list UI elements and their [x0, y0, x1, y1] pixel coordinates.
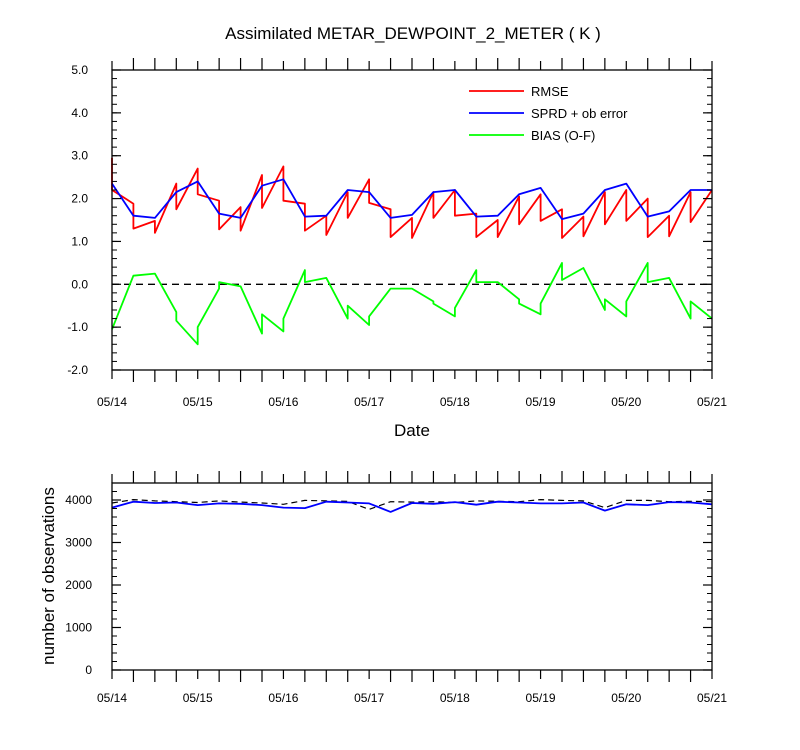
x-tick-label: 05/15	[183, 691, 213, 705]
y-tick-label: 3000	[65, 536, 92, 550]
x-tick-label: 05/17	[354, 691, 384, 705]
y-tick-label: 2.0	[71, 192, 88, 206]
x-tick-label: 05/20	[611, 395, 641, 409]
legend: RMSE SPRD + ob error BIAS (O-F)	[469, 84, 628, 143]
bias-o-f-line	[111, 261, 713, 346]
y-tick-label: -1.0	[67, 320, 88, 334]
x-tick-label: 05/15	[183, 395, 213, 409]
legend-label: SPRD + ob error	[531, 106, 628, 121]
observations-series	[111, 499, 713, 513]
x-tick-label: 05/14	[97, 395, 127, 409]
observations-assimilated-line	[111, 500, 713, 513]
bias-rmse-series	[111, 157, 713, 346]
y-tick-label: 4000	[65, 493, 92, 507]
y-tick-label: 0.0	[71, 277, 88, 291]
y-tick-label: 0	[85, 663, 92, 677]
y-axis-label: number of observations	[39, 487, 58, 665]
y-tick-label: 4.0	[71, 106, 88, 120]
y-tick-label: 5.0	[71, 63, 88, 77]
observations-available-line	[111, 499, 713, 510]
x-tick-label: 05/16	[268, 395, 298, 409]
bias-rmse-axes: 05/14 05/15 05/16 05/17 05/18 05/19 05/20 05/21…	[67, 58, 727, 409]
x-axis-label: Date	[394, 421, 430, 440]
y-tick-label: 3.0	[71, 149, 88, 163]
chart-title: Assimilated METAR_DEWPOINT_2_METER ( K )	[225, 24, 601, 43]
y-tick-label: 2000	[65, 578, 92, 592]
x-tick-label: 05/18	[440, 691, 470, 705]
x-tick-label: 05/19	[526, 395, 556, 409]
x-tick-label: 05/18	[440, 395, 470, 409]
legend-label: BIAS (O-F)	[531, 128, 595, 143]
legend-label: RMSE	[531, 84, 569, 99]
plot-frame	[111, 482, 713, 671]
x-tick-label: 05/21	[697, 691, 727, 705]
bias-rmse-panel: 05/14 05/15 05/16 05/17 05/18 05/19 05/20 05/21…	[67, 58, 727, 409]
y-tick-label: 1000	[65, 621, 92, 635]
x-tick-label: 05/21	[697, 395, 727, 409]
sprd-ob-error-line	[111, 178, 712, 221]
observations-axes: 05/14 05/15 05/16 05/17 05/18 05/19 05/20 05/21…	[65, 471, 727, 705]
y-tick-label: -2.0	[67, 363, 88, 377]
x-tick-label: 05/16	[268, 691, 298, 705]
observations-panel: 05/14 05/15 05/16 05/17 05/18 05/19 05/20 05/21…	[65, 471, 727, 705]
x-tick-label: 05/20	[611, 691, 641, 705]
rmse-line	[111, 157, 713, 239]
x-tick-label: 05/17	[354, 395, 384, 409]
y-tick-label: 1.0	[71, 234, 88, 248]
x-tick-label: 05/19	[526, 691, 556, 705]
x-tick-label: 05/14	[97, 691, 127, 705]
